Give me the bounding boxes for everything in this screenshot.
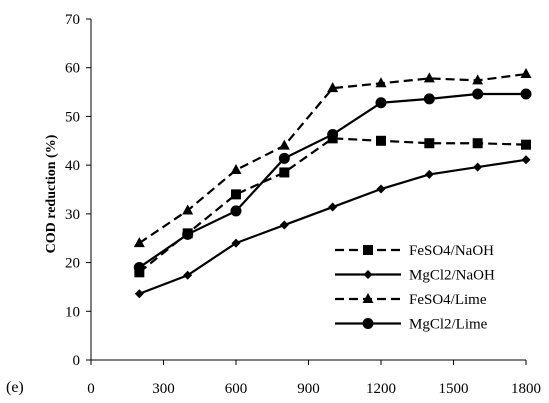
y-tick-label: 60 — [65, 61, 80, 77]
legend-label: FeSO4/Lime — [409, 292, 487, 308]
x-tick-label: 900 — [297, 381, 320, 397]
series-line — [138, 137, 527, 274]
series-mgcl2-naoh — [134, 155, 531, 299]
data-point — [230, 164, 242, 175]
data-point — [423, 93, 435, 105]
x-tick-label: 0 — [87, 381, 95, 397]
legend-label: MgCl2/NaOH — [409, 268, 495, 284]
y-tick-label: 10 — [65, 304, 80, 320]
data-point — [182, 228, 194, 240]
legend-marker — [362, 318, 374, 329]
y-axis-title: COD reduction (%) — [44, 134, 59, 253]
y-tick-label: 40 — [65, 158, 80, 174]
x-tick-label: 600 — [225, 381, 248, 397]
data-point — [279, 220, 289, 230]
data-point — [279, 167, 290, 178]
legend-marker — [363, 245, 373, 255]
series-line — [138, 72, 527, 244]
data-point — [473, 162, 483, 172]
data-point — [375, 97, 387, 109]
legend-label: MgCl2/Lime — [409, 317, 488, 333]
legend-item-feso4-naoh: FeSO4/NaOH — [335, 243, 494, 259]
legend: FeSO4/NaOH MgCl2/NaOH FeSO4/Lime MgCl2/Lime — [335, 243, 495, 333]
data-point — [133, 237, 145, 248]
data-point — [472, 88, 484, 100]
data-point — [521, 139, 531, 150]
data-point — [134, 289, 144, 299]
series-mgcl2-lime — [133, 88, 532, 273]
series-feso4-lime — [133, 68, 532, 248]
data-point — [133, 261, 145, 273]
data-point — [278, 152, 290, 164]
data-point — [376, 184, 386, 194]
legend-item-mgcl2-naoh: MgCl2/NaOH — [335, 268, 495, 284]
data-point — [424, 169, 434, 179]
data-point — [328, 202, 338, 212]
x-tick-label: 300 — [152, 381, 175, 397]
legend-marker — [362, 293, 374, 303]
data-point — [327, 82, 339, 93]
data-point — [375, 77, 387, 88]
data-point — [182, 204, 194, 215]
x-tick-label: 1500 — [439, 381, 469, 397]
legend-item-feso4-lime: FeSO4/Lime — [335, 292, 487, 308]
data-point — [520, 88, 532, 100]
data-point — [472, 74, 484, 85]
data-point — [424, 138, 435, 149]
data-point — [472, 138, 483, 149]
data-point — [183, 270, 193, 280]
y-tick-label: 70 — [65, 12, 80, 28]
x-tick-label: 1200 — [366, 381, 396, 397]
y-tick-label: 50 — [65, 109, 80, 125]
data-point — [376, 135, 386, 146]
legend-label: FeSO4/NaOH — [409, 243, 494, 259]
legend-item-mgcl2-lime: MgCl2/Lime — [335, 317, 488, 333]
data-point — [230, 205, 242, 217]
data-point — [231, 189, 241, 200]
data-point — [520, 68, 532, 79]
series-line — [138, 92, 526, 269]
axes: 0 10 20 30 40 50 60 70 0 300 600 900 1200 1500 1800 — [65, 12, 541, 397]
legend-marker — [363, 270, 373, 279]
panel-label: (e) — [6, 379, 24, 396]
x-tick-label: 1800 — [511, 381, 541, 397]
y-tick-label: 0 — [73, 353, 81, 369]
data-point — [278, 139, 290, 150]
y-tick-label: 30 — [65, 207, 80, 223]
data-point — [327, 128, 339, 140]
data-point — [231, 238, 241, 248]
y-tick-label: 20 — [65, 256, 80, 272]
series-layer — [133, 68, 532, 299]
data-point — [521, 155, 531, 165]
data-point — [423, 72, 435, 83]
